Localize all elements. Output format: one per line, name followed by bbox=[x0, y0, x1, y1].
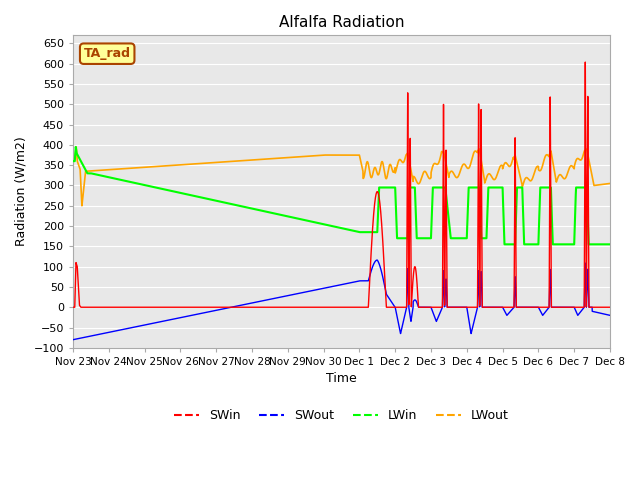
SWout bbox=[606, 312, 614, 318]
LWout bbox=[412, 177, 420, 182]
LWin bbox=[606, 241, 614, 247]
Line: SWout: SWout bbox=[73, 260, 610, 340]
LWout bbox=[78, 203, 86, 209]
LWout bbox=[72, 144, 80, 150]
Text: TA_rad: TA_rad bbox=[84, 47, 131, 60]
SWout bbox=[412, 298, 420, 303]
LWin bbox=[605, 241, 612, 247]
LWin bbox=[412, 209, 420, 215]
LWout bbox=[605, 181, 612, 187]
SWin bbox=[536, 304, 543, 310]
LWin bbox=[551, 241, 559, 247]
SWin bbox=[606, 304, 614, 310]
LWout bbox=[551, 169, 559, 175]
SWout bbox=[551, 304, 559, 310]
LWout bbox=[536, 168, 543, 174]
SWin bbox=[599, 304, 607, 310]
Line: SWin: SWin bbox=[73, 62, 610, 307]
LWout bbox=[606, 180, 614, 186]
SWin bbox=[69, 304, 77, 310]
Legend: SWin, SWout, LWin, LWout: SWin, SWout, LWin, LWout bbox=[169, 404, 514, 427]
LWin bbox=[536, 201, 543, 206]
LWin bbox=[500, 241, 508, 247]
SWout bbox=[69, 337, 77, 343]
SWin bbox=[310, 304, 318, 310]
Y-axis label: Radiation (W/m2): Radiation (W/m2) bbox=[15, 137, 28, 246]
LWout bbox=[69, 156, 77, 162]
SWin bbox=[412, 266, 420, 272]
SWout bbox=[536, 307, 543, 312]
SWin bbox=[582, 59, 589, 65]
SWout bbox=[310, 287, 318, 293]
SWin bbox=[605, 304, 612, 310]
LWout bbox=[599, 181, 607, 187]
SWout bbox=[373, 257, 381, 263]
Line: LWin: LWin bbox=[73, 147, 610, 244]
SWout bbox=[605, 312, 612, 318]
LWin bbox=[599, 241, 607, 247]
LWin bbox=[72, 144, 79, 150]
SWin bbox=[550, 304, 558, 310]
LWout bbox=[310, 153, 318, 158]
LWin bbox=[310, 219, 318, 225]
Line: LWout: LWout bbox=[73, 147, 610, 206]
Title: Alfalfa Radiation: Alfalfa Radiation bbox=[279, 15, 404, 30]
X-axis label: Time: Time bbox=[326, 372, 357, 385]
LWin bbox=[69, 158, 77, 164]
SWout bbox=[599, 311, 607, 317]
